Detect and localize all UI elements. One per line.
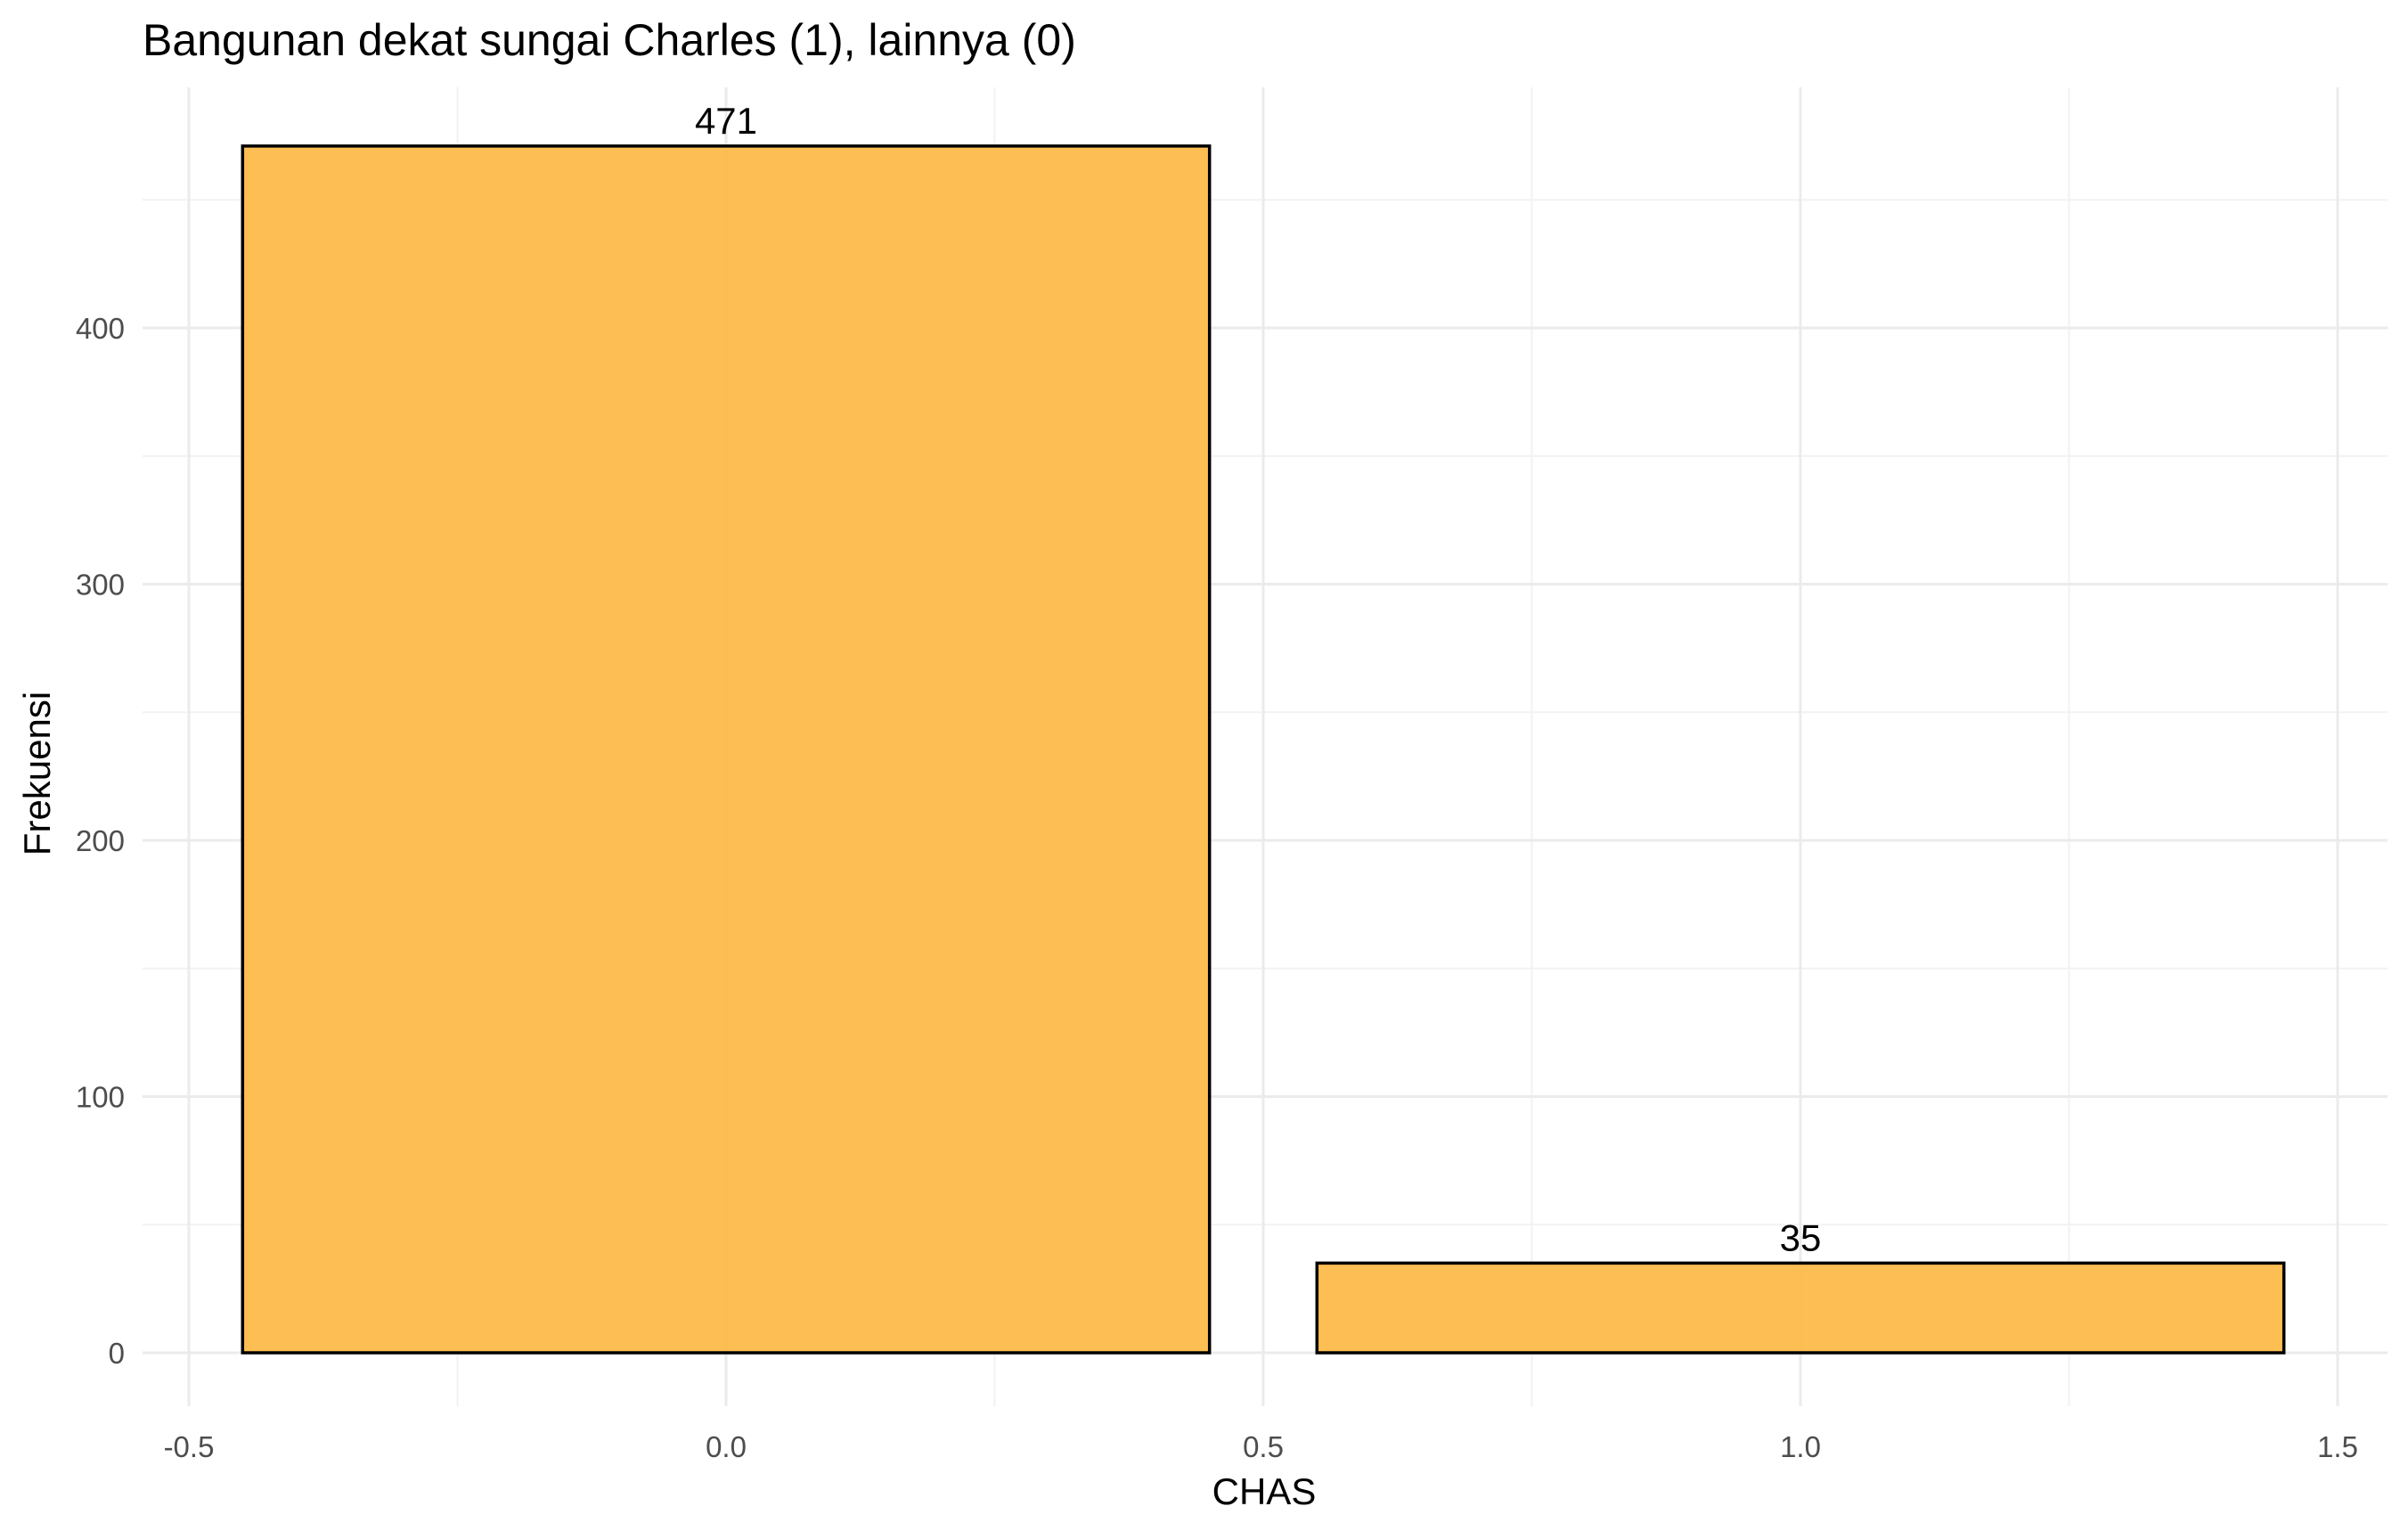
y-tick-label: 100 bbox=[76, 1081, 125, 1114]
y-tick-label: 300 bbox=[76, 569, 125, 602]
x-tick-label: 1.0 bbox=[1780, 1430, 1821, 1463]
bar bbox=[241, 144, 1212, 1355]
chart-title: Bangunan dekat sungai Charles (1), lainn… bbox=[143, 15, 1076, 65]
x-axis-ticks: -0.5 0.0 0.5 1.0 1.5 bbox=[164, 1430, 2358, 1463]
y-axis-title: Frekuensi bbox=[16, 692, 58, 856]
x-tick-label: 0.0 bbox=[706, 1430, 747, 1463]
bar-data-label: 471 bbox=[695, 100, 757, 142]
x-axis-title: CHAS bbox=[1212, 1470, 1317, 1512]
bar-data-label: 35 bbox=[1780, 1216, 1822, 1258]
y-tick-label: 0 bbox=[109, 1337, 125, 1370]
y-axis-ticks: 0 100 200 300 400 bbox=[76, 312, 125, 1370]
bars bbox=[241, 144, 2286, 1355]
x-tick-label: 1.5 bbox=[2317, 1430, 2358, 1463]
y-tick-label: 200 bbox=[76, 824, 125, 857]
bar bbox=[1315, 1261, 2286, 1355]
y-tick-label: 400 bbox=[76, 312, 125, 345]
data-labels: 471 35 bbox=[695, 100, 1821, 1259]
x-tick-label: -0.5 bbox=[164, 1430, 215, 1463]
x-tick-label: 0.5 bbox=[1243, 1430, 1284, 1463]
